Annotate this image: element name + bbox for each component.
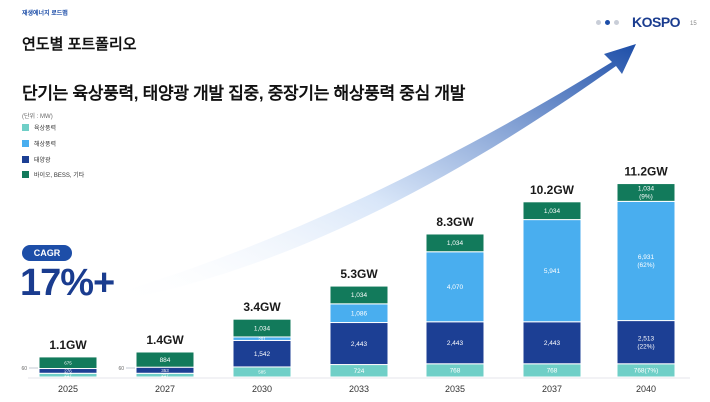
bar-segment [522, 201, 582, 221]
x-tick-label: 2033 [349, 384, 369, 394]
legend-swatch [22, 139, 29, 147]
data-label: 4,070 [447, 284, 464, 291]
data-label: 201 [258, 336, 266, 341]
page-dot [596, 20, 601, 25]
data-label: 1,034 [254, 325, 271, 332]
data-label: 768 [547, 368, 558, 375]
legend-item-onshore: 육상풍력 [22, 123, 84, 132]
data-label: 2,443 [544, 340, 561, 347]
legend-item-solar: 태양광 [22, 155, 84, 164]
legend-label: 해상풍력 [34, 141, 57, 148]
total-label: 8.3GW [436, 215, 474, 229]
data-label: 724 [354, 368, 365, 375]
bar-segment [616, 320, 676, 365]
data-label: 1,034 [447, 240, 464, 247]
headline: 단기는 육상풍력, 태양광 개발 집중, 중장기는 해상풍력 중심 개발 [22, 84, 466, 103]
bar-segment [329, 285, 389, 305]
bar-segment [232, 339, 292, 368]
bar-segment [425, 251, 485, 323]
bar-segment [616, 183, 676, 202]
data-label: 1,034 [544, 208, 561, 215]
data-label: 2,443 [447, 340, 464, 347]
data-label: 217 [161, 373, 169, 378]
data-label: 276 [64, 368, 72, 373]
data-label: 2,513 (22%) [637, 335, 654, 350]
bar-segment [38, 356, 98, 370]
total-label: 1.4GW [146, 333, 184, 347]
legend-label: 육상풍력 [34, 126, 57, 132]
page-dot [614, 20, 619, 25]
annotation-label: 60 [118, 366, 124, 372]
total-label: 1.1GW [49, 338, 87, 352]
data-label: 353 [161, 368, 169, 373]
legend-item-bio: 바이오, BESS, 기타 [22, 170, 84, 179]
bar-segment [232, 318, 292, 338]
bar-segment [329, 322, 389, 366]
bar-segment [616, 200, 676, 322]
x-tick-label: 2035 [445, 384, 465, 394]
data-label: 217 [64, 373, 72, 378]
legend-swatch [22, 124, 29, 131]
legend-item-offshore: 해상풍력 [22, 139, 84, 148]
kospo-logo: KOSPO [632, 14, 681, 30]
legend-swatch [22, 155, 29, 163]
total-label: 3.4GW [243, 300, 281, 314]
bar-segment [135, 351, 195, 368]
cagr-value: 17%+ [20, 262, 115, 304]
x-tick-label: 2027 [155, 384, 175, 394]
data-label: 1,086 [351, 310, 368, 317]
data-label: 675 [64, 360, 72, 365]
roadmap-label: 재생에너지 로드맵 [22, 11, 68, 17]
data-label: 1,034 (9%) [638, 186, 655, 201]
page-dot-active [605, 20, 610, 25]
unit-label: (단위 : MW) [22, 114, 53, 120]
data-label: 1,034 [351, 292, 368, 299]
legend-label: 태양광 [34, 157, 51, 164]
x-tick-label: 2037 [542, 384, 562, 394]
page-indicator [596, 20, 619, 25]
x-tick-label: 2030 [252, 384, 272, 394]
data-label: 1,542 [254, 351, 271, 358]
chart-legend: 육상풍력 해상풍력 태양광 바이오, BESS, 기타 [22, 123, 84, 186]
total-label: 11.2GW [624, 165, 668, 179]
legend-label: 바이오, BESS, 기타 [34, 173, 85, 180]
data-label: 6,931 (62%) [637, 254, 654, 269]
data-label: 884 [160, 357, 171, 364]
bars-layer: 2172766751.1GW20252173538841.4GW20275851… [21, 165, 690, 394]
annotation-label: 60 [21, 366, 27, 372]
cagr-badge: CAGR [22, 245, 72, 261]
bar-segment [425, 321, 485, 365]
data-label: 585 [258, 370, 266, 375]
data-label: 768 [450, 368, 461, 375]
legend-swatch [22, 171, 29, 179]
bar-segment [522, 321, 582, 365]
section-title: 연도별 포트폴리오 [22, 36, 137, 53]
bar-segment [425, 233, 485, 253]
data-label: 5,941 [544, 268, 561, 275]
x-tick-label: 2040 [636, 384, 656, 394]
data-label: 2,443 [351, 341, 368, 348]
page-number: 15 [690, 21, 697, 27]
data-label: 768(7%) [634, 368, 659, 375]
bar-segment [522, 219, 582, 323]
x-tick-label: 2025 [58, 384, 78, 394]
total-label: 10.2GW [530, 183, 575, 197]
total-label: 5.3GW [340, 267, 378, 281]
